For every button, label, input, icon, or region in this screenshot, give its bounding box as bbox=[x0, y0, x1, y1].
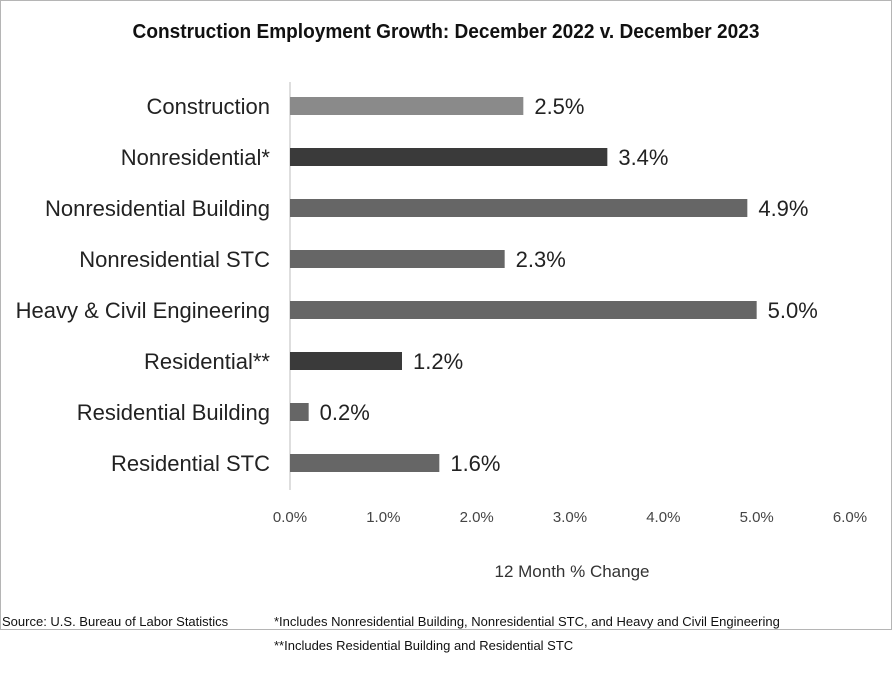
footnote-nonresidential: *Includes Nonresidential Building, Nonre… bbox=[274, 614, 780, 629]
bar bbox=[290, 454, 440, 472]
category-label: Residential Building bbox=[77, 400, 270, 425]
x-tick-label: 5.0% bbox=[740, 509, 774, 526]
category-label: Nonresidential* bbox=[121, 145, 271, 170]
x-axis-title: 12 Month % Change bbox=[495, 562, 650, 581]
bar bbox=[290, 199, 748, 217]
x-tick-label: 3.0% bbox=[553, 509, 587, 526]
x-tick-label: 4.0% bbox=[646, 509, 680, 526]
x-tick-label: 1.0% bbox=[366, 509, 400, 526]
chart-footer: Source: U.S. Bureau of Labor Statistics … bbox=[0, 611, 892, 677]
category-label: Residential STC bbox=[111, 451, 270, 476]
data-label: 3.4% bbox=[618, 145, 668, 170]
bar-chart: Construction 2.5% Nonresidential* 3.4% Nonre… bbox=[16, 82, 867, 581]
x-tick-label: 2.0% bbox=[460, 509, 494, 526]
category-label: Heavy & Civil Engineering bbox=[16, 298, 270, 323]
bar bbox=[290, 403, 309, 421]
bar bbox=[290, 301, 757, 319]
category-label: Construction bbox=[146, 94, 270, 119]
data-label: 1.6% bbox=[450, 451, 500, 476]
data-label: 1.2% bbox=[413, 349, 463, 374]
x-tick-label: 0.0% bbox=[273, 509, 307, 526]
data-label: 5.0% bbox=[768, 298, 818, 323]
data-label: 2.5% bbox=[534, 94, 584, 119]
category-label: Nonresidential Building bbox=[45, 196, 270, 221]
x-tick-label: 6.0% bbox=[833, 509, 867, 526]
data-label: 2.3% bbox=[516, 247, 566, 272]
data-label: 4.9% bbox=[758, 196, 808, 221]
category-label: Nonresidential STC bbox=[79, 247, 270, 272]
bar bbox=[290, 148, 608, 166]
chart-title: Construction Employment Growth: December… bbox=[132, 20, 760, 43]
bar bbox=[290, 352, 402, 370]
footnote-residential: **Includes Residential Building and Resi… bbox=[274, 638, 574, 653]
bar bbox=[290, 97, 524, 115]
source-note: Source: U.S. Bureau of Labor Statistics bbox=[2, 614, 229, 629]
category-label: Residential** bbox=[144, 349, 270, 374]
bar bbox=[290, 250, 505, 268]
data-label: 0.2% bbox=[320, 400, 370, 425]
